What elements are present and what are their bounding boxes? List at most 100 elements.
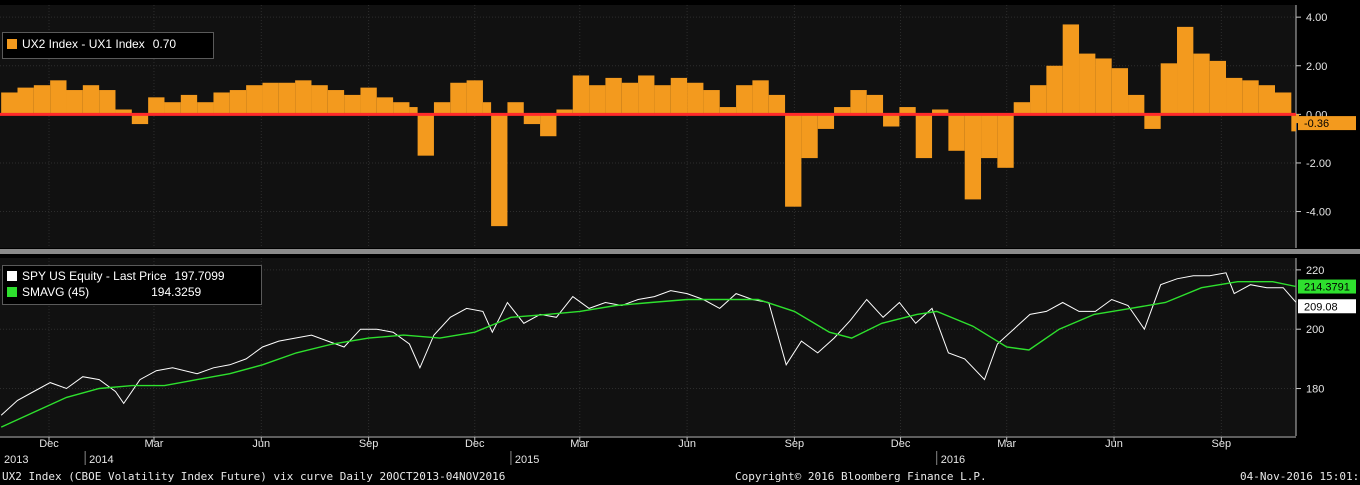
year-label-2: 2015 bbox=[515, 454, 539, 466]
spread-bar-12 bbox=[197, 102, 214, 115]
spread-bar-79 bbox=[1275, 92, 1292, 115]
spread-bar-11 bbox=[180, 94, 198, 115]
year-label-0: 2013 bbox=[4, 454, 28, 466]
spread-bar-19 bbox=[311, 85, 328, 115]
sma-line bbox=[0, 281, 1297, 428]
spread-bar-67 bbox=[1079, 53, 1096, 115]
year-label-1: 2014 bbox=[89, 454, 113, 466]
spread-bar-23 bbox=[376, 97, 394, 115]
spread-bar-46 bbox=[736, 85, 753, 115]
x-tick-label-10: Jun bbox=[1105, 438, 1123, 450]
spread-bar-63 bbox=[1013, 102, 1031, 115]
spread-bar-9 bbox=[148, 97, 165, 115]
price-line bbox=[0, 272, 1297, 416]
bottom-legend[interactable]: SPY US Equity - Last Price 197.7099 SMAV… bbox=[2, 265, 262, 305]
spread-bar-70 bbox=[1128, 94, 1145, 115]
spread-bar-4 bbox=[66, 90, 83, 115]
spread-bar-10 bbox=[164, 102, 181, 115]
spread-bar-65 bbox=[1046, 65, 1063, 115]
spread-bar-15 bbox=[246, 85, 263, 115]
spread-bar-62 bbox=[997, 114, 1014, 168]
spread-bar-45 bbox=[719, 107, 737, 115]
spread-bar-42 bbox=[670, 77, 688, 115]
year-label-3: 2016 bbox=[941, 454, 965, 466]
sma-last-badge: 214.3791 bbox=[1304, 282, 1350, 294]
sma-swatch bbox=[7, 287, 17, 297]
x-tick-label-4: Dec bbox=[465, 438, 485, 450]
spread-bar-33 bbox=[523, 114, 541, 125]
spread-bar-74 bbox=[1193, 53, 1210, 115]
spread-bar-20 bbox=[327, 90, 345, 115]
spread-bar-76 bbox=[1226, 77, 1243, 115]
x-tick-label-7: Sep bbox=[785, 438, 805, 450]
spread-bar-51 bbox=[817, 114, 835, 129]
spread-bar-27 bbox=[433, 102, 451, 115]
top-legend[interactable]: UX2 Index - UX1 Index 0.70 bbox=[2, 32, 214, 59]
spread-bar-28 bbox=[450, 82, 467, 115]
spread-bar-35 bbox=[556, 109, 573, 115]
spread-bar-25 bbox=[409, 107, 418, 115]
bottom-ytick-label-2: 180 bbox=[1306, 384, 1324, 396]
spread-bar-40 bbox=[638, 75, 655, 115]
x-tick-label-5: Mar bbox=[570, 438, 589, 450]
spread-bar-55 bbox=[883, 114, 900, 127]
x-tick-label-9: Mar bbox=[997, 438, 1016, 450]
spread-bar-47 bbox=[752, 80, 769, 115]
spread-bar-60 bbox=[964, 114, 982, 200]
top-panel-bg bbox=[0, 5, 1296, 248]
spread-bar-38 bbox=[605, 77, 622, 115]
price-swatch bbox=[7, 271, 17, 281]
spread-bar-5 bbox=[82, 85, 100, 115]
bottom-ytick-label-0: 220 bbox=[1306, 265, 1324, 277]
spread-bar-48 bbox=[768, 94, 786, 115]
spread-bar-53 bbox=[850, 90, 867, 115]
spread-bar-24 bbox=[393, 102, 410, 115]
spread-bar-26 bbox=[417, 114, 434, 156]
spread-bar-64 bbox=[1030, 85, 1047, 115]
top-ytick-label-3: -2.00 bbox=[1306, 158, 1331, 170]
spread-legend-value: 0.70 bbox=[152, 37, 177, 51]
spread-last-badge: -0.36 bbox=[1304, 118, 1329, 130]
x-tick-label-0: Dec bbox=[39, 438, 59, 450]
spread-legend-label: UX2 Index - UX1 Index bbox=[22, 37, 145, 51]
spread-bar-14 bbox=[229, 90, 247, 115]
price-last-badge: 209.08 bbox=[1304, 301, 1338, 313]
spread-bar-44 bbox=[703, 90, 720, 115]
spread-bar-57 bbox=[915, 114, 933, 159]
spread-bar-73 bbox=[1177, 26, 1194, 115]
price-last-badge-bg bbox=[1298, 299, 1356, 314]
spread-bar-80 bbox=[1291, 114, 1296, 132]
spread-last-badge-bg bbox=[1298, 116, 1356, 131]
spread-bar-61 bbox=[981, 114, 998, 159]
spread-bar-30 bbox=[482, 102, 492, 115]
spread-bar-81 bbox=[1296, 114, 1299, 124]
bottom-ytick-label-1: 200 bbox=[1306, 324, 1324, 336]
spread-bar-37 bbox=[589, 85, 606, 115]
spread-bar-69 bbox=[1111, 68, 1129, 115]
spread-bar-29 bbox=[466, 80, 483, 115]
spread-bar-66 bbox=[1062, 24, 1080, 115]
footer-description: UX2 Index (CBOE Volatility Index Future)… bbox=[2, 470, 506, 483]
x-tick-label-2: Jun bbox=[252, 438, 270, 450]
spread-bar-21 bbox=[344, 94, 361, 115]
top-legend-row: UX2 Index - UX1 Index 0.70 bbox=[3, 36, 213, 52]
spread-bar-75 bbox=[1209, 60, 1227, 115]
x-tick-label-11: Sep bbox=[1212, 438, 1232, 450]
sma-last-badge-bg bbox=[1298, 279, 1356, 294]
spread-bar-39 bbox=[621, 82, 639, 115]
spread-bar-49 bbox=[785, 114, 802, 207]
panel-divider bbox=[0, 249, 1360, 254]
spread-bar-7 bbox=[115, 109, 132, 115]
spread-bar-54 bbox=[866, 94, 884, 115]
spread-bar-8 bbox=[131, 114, 149, 125]
spread-bar-32 bbox=[507, 102, 524, 115]
x-tick-label-1: Mar bbox=[145, 438, 164, 450]
spread-bar-43 bbox=[687, 82, 704, 115]
spread-bar-36 bbox=[572, 75, 590, 115]
spread-bar-71 bbox=[1144, 114, 1161, 129]
spread-bar-2 bbox=[33, 85, 51, 115]
price-legend-row: SPY US Equity - Last Price 197.7099 bbox=[3, 268, 261, 284]
spread-bar-56 bbox=[899, 107, 916, 115]
spread-bar-68 bbox=[1095, 58, 1112, 115]
